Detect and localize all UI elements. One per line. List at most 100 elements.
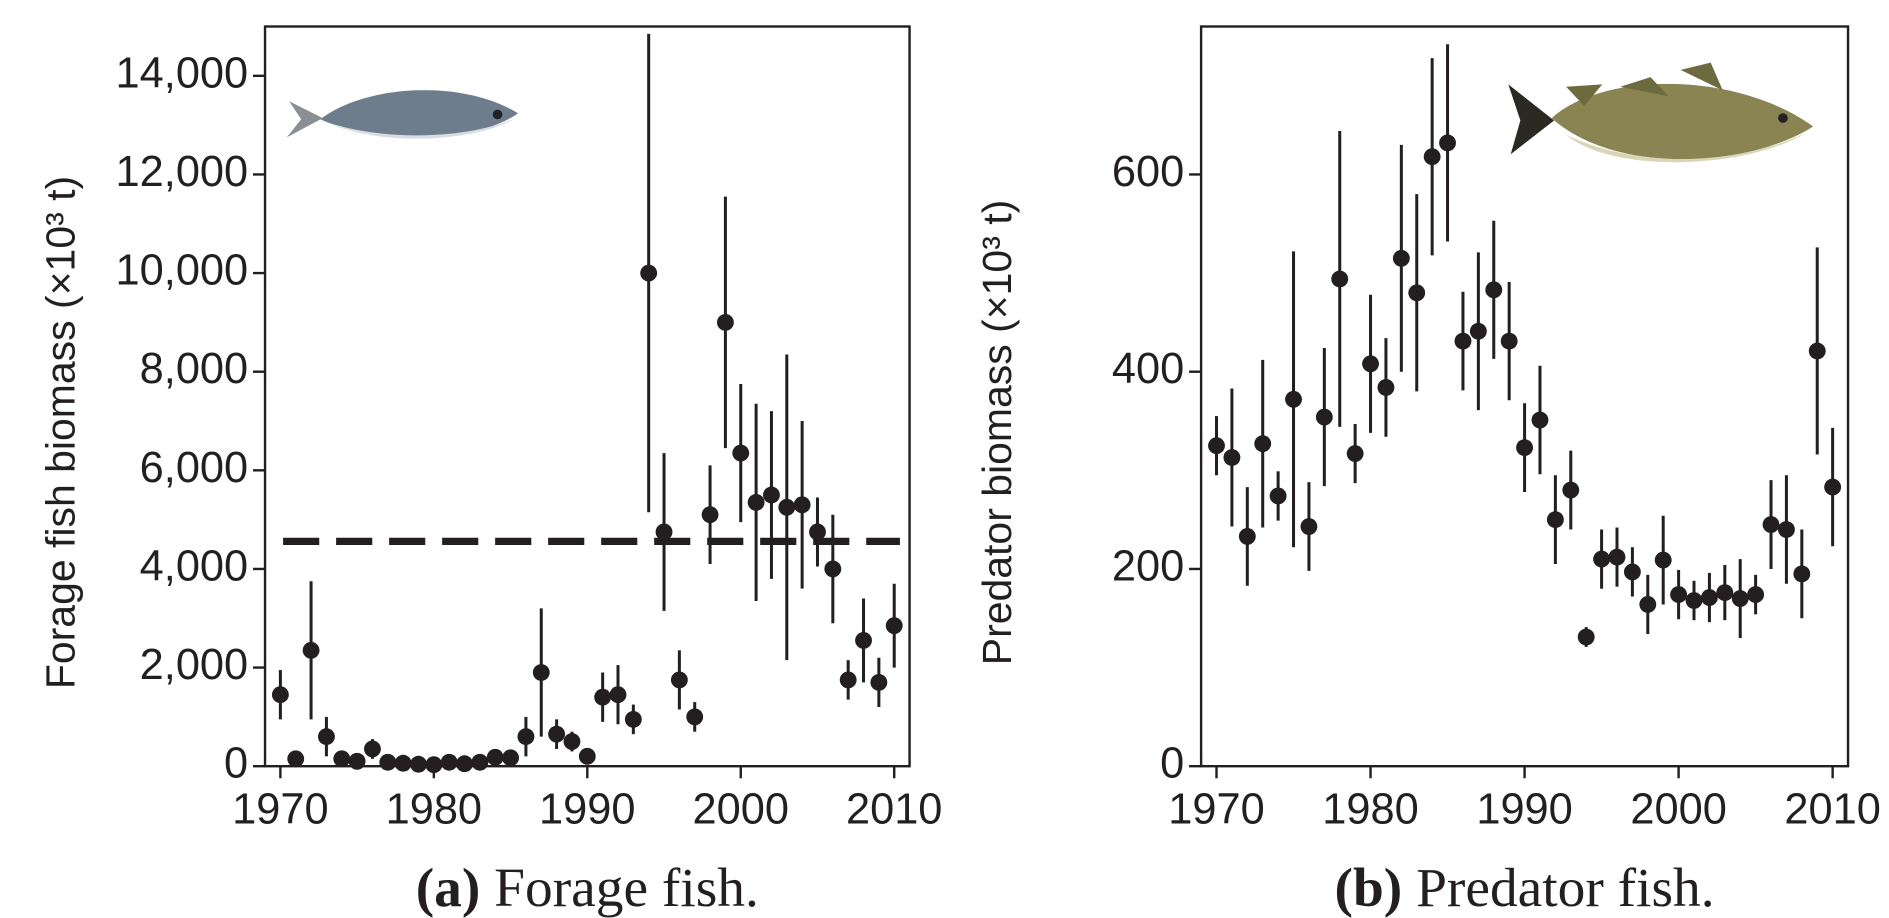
data-point bbox=[394, 754, 412, 772]
data-point bbox=[855, 632, 872, 649]
data-point bbox=[824, 560, 842, 578]
y-axis-label: Predator biomass (×10³ t) bbox=[974, 200, 1020, 665]
caption-label: (a) bbox=[416, 857, 481, 918]
data-point bbox=[594, 688, 612, 706]
data-point bbox=[1285, 390, 1302, 408]
data-point bbox=[809, 523, 826, 541]
data-point bbox=[1793, 565, 1811, 583]
x-tick-label: 1990 bbox=[539, 785, 635, 833]
data-point bbox=[1654, 551, 1672, 569]
y-tick-label: 6,000 bbox=[140, 444, 249, 492]
data-point bbox=[410, 755, 427, 773]
y-tick-label: 14,000 bbox=[116, 49, 249, 97]
data-point bbox=[1716, 584, 1734, 602]
data-point bbox=[1670, 586, 1688, 604]
data-point bbox=[563, 733, 581, 750]
data-point bbox=[1331, 270, 1349, 288]
data-point bbox=[1685, 592, 1703, 609]
data-point bbox=[1593, 550, 1611, 568]
data-point bbox=[317, 728, 335, 746]
data-point bbox=[333, 750, 351, 768]
y-tick-label: 10,000 bbox=[116, 247, 249, 295]
caption-label: (b) bbox=[1335, 857, 1403, 918]
data-point bbox=[655, 523, 673, 541]
data-point bbox=[578, 747, 596, 765]
x-tick-label: 1980 bbox=[1322, 785, 1418, 833]
data-point bbox=[686, 708, 704, 726]
data-point bbox=[271, 686, 289, 704]
data-point bbox=[640, 264, 658, 282]
data-point bbox=[1300, 518, 1318, 535]
data-point bbox=[732, 444, 750, 462]
data-point bbox=[885, 617, 903, 635]
data-point bbox=[1423, 148, 1441, 166]
x-tick-label: 1990 bbox=[1476, 785, 1572, 833]
x-tick-label: 1970 bbox=[1168, 785, 1264, 833]
data-point bbox=[532, 664, 550, 681]
data-point bbox=[1377, 379, 1395, 396]
y-tick-label: 12,000 bbox=[116, 148, 249, 196]
data-point bbox=[1485, 281, 1503, 299]
data-point bbox=[548, 725, 566, 743]
x-tick-label: 1980 bbox=[386, 785, 482, 833]
y-tick-label: 0 bbox=[1160, 740, 1184, 788]
caption-text: Predator fish. bbox=[1416, 857, 1715, 918]
x-tick-label: 2010 bbox=[846, 785, 942, 833]
data-point bbox=[1454, 332, 1472, 350]
data-point bbox=[1439, 134, 1456, 152]
data-point bbox=[1562, 481, 1580, 499]
data-point bbox=[348, 752, 366, 770]
data-point bbox=[1392, 249, 1410, 267]
data-point bbox=[1208, 437, 1225, 455]
data-point bbox=[1623, 563, 1641, 581]
plot-frame bbox=[263, 25, 911, 768]
data-point bbox=[1408, 284, 1426, 302]
y-tick-label: 2,000 bbox=[140, 641, 249, 689]
data-point bbox=[1223, 449, 1241, 466]
data-point bbox=[1346, 445, 1364, 462]
data-point bbox=[763, 486, 780, 504]
data-point bbox=[1608, 548, 1626, 566]
x-tick-label: 1970 bbox=[232, 785, 328, 833]
data-point bbox=[1731, 590, 1749, 607]
data-point bbox=[1824, 478, 1842, 496]
data-point bbox=[1747, 586, 1765, 604]
data-point bbox=[486, 748, 504, 766]
data-point bbox=[379, 753, 397, 771]
data-point bbox=[839, 671, 857, 689]
y-tick-label: 600 bbox=[1112, 148, 1184, 196]
cod-icon bbox=[1508, 62, 1814, 163]
data-point bbox=[609, 686, 627, 704]
data-point bbox=[456, 755, 473, 773]
data-point bbox=[793, 496, 811, 514]
data-point bbox=[1531, 411, 1549, 429]
data-point bbox=[1269, 487, 1287, 505]
data-point bbox=[1546, 511, 1564, 529]
panel: 0 200 400 600 1970 1980 1990 2000 2010 Predator b… bbox=[974, 25, 1881, 918]
data-point bbox=[1762, 516, 1780, 534]
caption: (a) Forage fish. bbox=[416, 857, 759, 918]
y-tick-label: 4,000 bbox=[140, 542, 249, 590]
data-point bbox=[778, 498, 796, 516]
data-point bbox=[1639, 596, 1657, 613]
data-point bbox=[302, 641, 320, 659]
data-point bbox=[1500, 332, 1518, 350]
data-point bbox=[701, 506, 719, 524]
y-tick-label: 8,000 bbox=[140, 345, 249, 393]
panel: 0 2,000 4,000 6,000 8,000 10,000 12,000 14,000 1… bbox=[38, 25, 942, 918]
data-point bbox=[870, 673, 888, 691]
y-tick-label: 0 bbox=[224, 740, 248, 788]
data-point bbox=[1700, 589, 1718, 606]
x-tick-label: 2000 bbox=[693, 785, 789, 833]
data-point bbox=[1808, 342, 1826, 360]
data-point bbox=[624, 710, 642, 728]
herring-icon bbox=[286, 90, 519, 139]
data-point bbox=[1777, 521, 1795, 538]
y-tick-label: 200 bbox=[1112, 542, 1184, 590]
data-point bbox=[1238, 527, 1256, 545]
y-tick-label: 400 bbox=[1112, 345, 1184, 393]
data-point bbox=[1254, 435, 1272, 453]
data-point bbox=[425, 756, 443, 774]
y-axis-label: Forage fish biomass (×10³ t) bbox=[38, 176, 84, 689]
x-tick-label: 2010 bbox=[1784, 785, 1880, 833]
